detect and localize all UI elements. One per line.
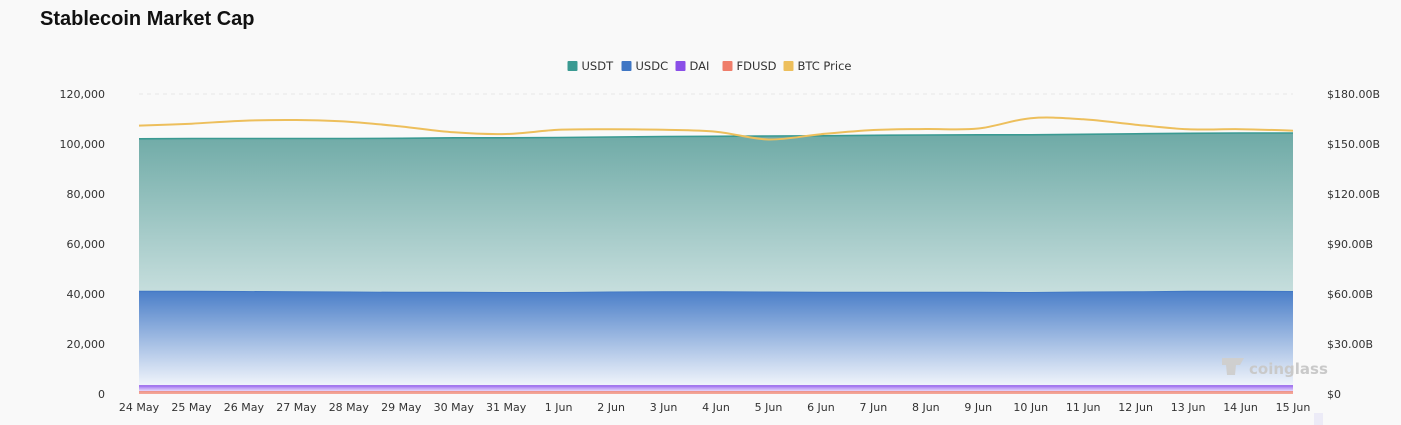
- x-tick-label: 10 Jun: [1013, 401, 1048, 414]
- area-series: [138, 132, 1294, 394]
- area-usdc: [139, 290, 1293, 386]
- y-right-tick-label: $60.00B: [1327, 288, 1373, 301]
- x-tick-label: 6 Jun: [807, 401, 835, 414]
- line-btc-price: [138, 116, 1294, 141]
- area-dai: [139, 385, 1293, 392]
- legend-swatch-btc-price: [783, 61, 794, 71]
- x-tick-label: 15 Jun: [1276, 401, 1311, 414]
- x-tick-label: 25 May: [171, 401, 212, 414]
- y-left-tick-label: 120,000: [60, 88, 106, 101]
- y-left-tick-label: 100,000: [60, 138, 106, 151]
- x-tick-label: 12 Jun: [1118, 401, 1153, 414]
- y-right-tick-label: $90.00B: [1327, 238, 1373, 251]
- x-tick-label: 24 May: [119, 401, 160, 414]
- area-edge-usdt: [138, 132, 1293, 140]
- y-right-tick-label: $150.00B: [1327, 138, 1380, 151]
- y-left-tick-label: 60,000: [67, 238, 106, 251]
- legend-label-usdc[interactable]: USDC: [636, 59, 669, 73]
- x-tick-label: 4 Jun: [702, 401, 730, 414]
- legend-swatch-dai: [675, 61, 686, 71]
- coinglass-watermark: coinglass: [1222, 358, 1328, 378]
- legend-label-btc-price[interactable]: BTC Price: [798, 59, 852, 73]
- legend-swatch-fdusd: [722, 61, 733, 71]
- x-tick-label: 14 Jun: [1223, 401, 1258, 414]
- y-left-tick-label: 80,000: [67, 188, 106, 201]
- coinglass-logo-icon: [1222, 358, 1244, 375]
- scroll-indicator[interactable]: [1314, 413, 1323, 425]
- x-tick-label: 2 Jun: [597, 401, 625, 414]
- x-tick-label: 1 Jun: [545, 401, 573, 414]
- area-usdt: [139, 133, 1293, 292]
- x-tick-label: 28 May: [329, 401, 370, 414]
- y-right-tick-label: $30.00B: [1327, 338, 1373, 351]
- y-right-tick-label: $120.00B: [1327, 188, 1380, 201]
- axes: 0 $0 20,000 $30.00B 40,000 $60.00B 60,000 $90.0…: [60, 88, 1381, 414]
- x-tick-label: 8 Jun: [912, 401, 940, 414]
- y-left-tick-label: 0: [98, 388, 105, 401]
- x-tick-label: 29 May: [381, 401, 422, 414]
- y-right-tick-label: $180.00B: [1327, 88, 1380, 101]
- x-tick-label: 27 May: [276, 401, 317, 414]
- x-tick-label: 9 Jun: [964, 401, 992, 414]
- legend[interactable]: USDT USDC DAI FDUSD BTC Price: [567, 59, 852, 73]
- y-right-tick-label: $0: [1327, 388, 1341, 401]
- y-left-tick-label: 40,000: [67, 288, 106, 301]
- x-tick-label: 31 May: [486, 401, 527, 414]
- x-tick-label: 7 Jun: [860, 401, 888, 414]
- x-tick-label: 26 May: [224, 401, 265, 414]
- legend-label-usdt[interactable]: USDT: [582, 59, 615, 73]
- chart-title: Stablecoin Market Cap: [40, 8, 255, 30]
- y-left-tick-label: 20,000: [67, 338, 106, 351]
- x-tick-label: 3 Jun: [650, 401, 678, 414]
- x-tick-label: 5 Jun: [755, 401, 783, 414]
- legend-swatch-usdc: [621, 61, 632, 71]
- legend-label-fdusd[interactable]: FDUSD: [737, 59, 777, 73]
- x-tick-label: 30 May: [434, 401, 475, 414]
- legend-swatch-usdt: [567, 61, 578, 71]
- x-tick-label: 13 Jun: [1171, 401, 1206, 414]
- watermark-text: coinglass: [1249, 360, 1328, 378]
- legend-label-dai[interactable]: DAI: [690, 59, 710, 73]
- x-tick-label: 11 Jun: [1066, 401, 1101, 414]
- line-series: [138, 116, 1294, 141]
